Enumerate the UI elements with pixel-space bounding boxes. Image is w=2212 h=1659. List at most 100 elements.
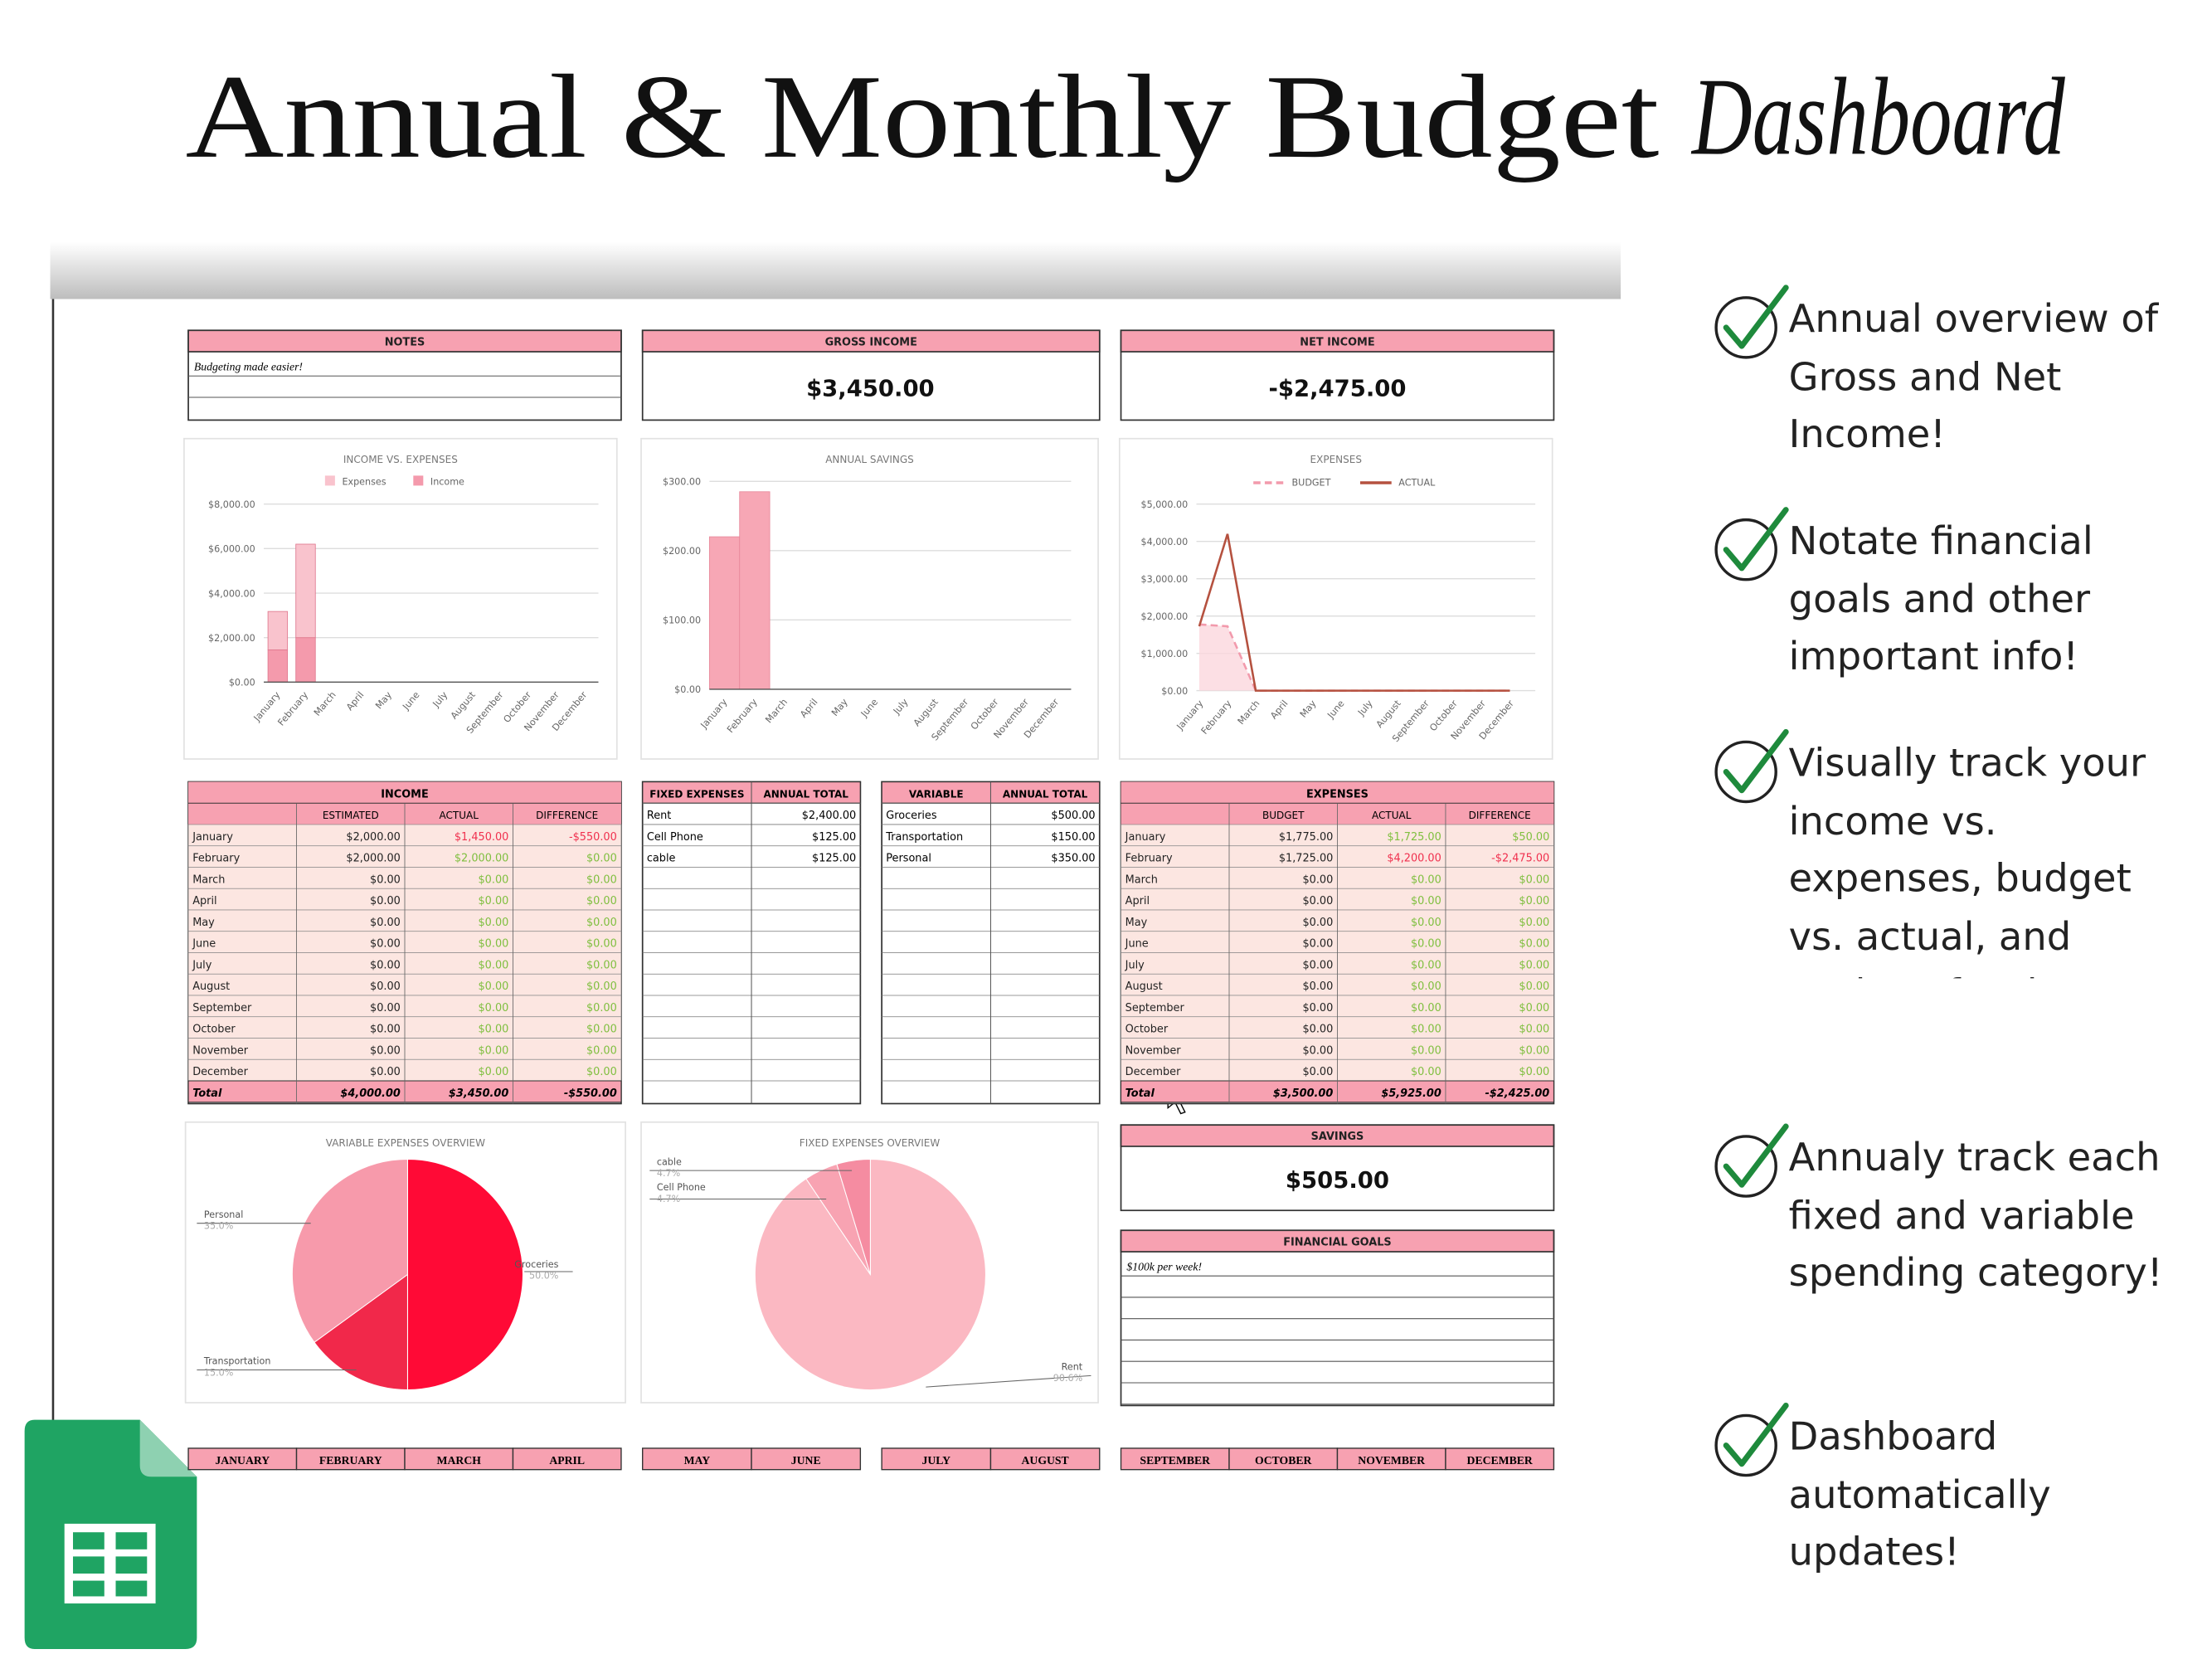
panel-header — [1120, 1124, 1555, 1147]
bar — [267, 611, 289, 650]
month-tab[interactable] — [1336, 1447, 1446, 1471]
feature-text: Dashboard automatically updates! — [1788, 1415, 2051, 1575]
table-cell: Groceries — [886, 810, 937, 822]
net-income-value: -$2,475.00 — [1268, 376, 1406, 401]
table-cell: $0.00 — [1302, 980, 1333, 993]
month-tab[interactable] — [1120, 1447, 1230, 1471]
pie-label: Rent — [1062, 1362, 1083, 1373]
pie-label: Cell Phone — [657, 1182, 706, 1193]
panel-title: SAVINGS — [1311, 1131, 1364, 1143]
table-cell: $0.00 — [1411, 1024, 1441, 1036]
table-cell: $0.00 — [1411, 895, 1441, 907]
column-header: ESTIMATED — [323, 810, 379, 821]
month-tab-label: APRIL — [549, 1454, 585, 1467]
column-header: ANNUAL TOTAL — [763, 788, 848, 800]
table-cell: $0.00 — [479, 1066, 509, 1078]
table-cell: $0.00 — [479, 873, 509, 886]
table-cell: April — [192, 895, 216, 907]
table-cell: $0.00 — [370, 873, 401, 886]
pie-slice — [291, 1158, 408, 1343]
chart-frame — [183, 437, 618, 760]
table-cell: $0.00 — [1302, 873, 1333, 886]
month-tab[interactable] — [1445, 1447, 1555, 1471]
table-cell: $0.00 — [1302, 1066, 1333, 1078]
icon-cell — [115, 1580, 148, 1597]
table-cell: $50.00 — [1512, 831, 1549, 844]
check-mark — [1723, 1402, 1789, 1467]
legend-label: ACTUAL — [1398, 477, 1436, 488]
month-tab[interactable] — [295, 1447, 406, 1471]
table-cell: September — [192, 1002, 252, 1014]
y-tick-label: $2,000.00 — [1141, 611, 1189, 622]
table-cell: $0.00 — [1519, 1024, 1549, 1036]
month-tab[interactable] — [881, 1447, 992, 1471]
table-cell: December — [192, 1066, 248, 1078]
table-cell: Transportation — [885, 831, 963, 844]
gross-income-value: $3,450.00 — [806, 376, 935, 401]
check-mark — [1723, 507, 1789, 572]
table-cell: Personal — [886, 853, 931, 865]
table-cell: $0.00 — [1302, 938, 1333, 951]
y-tick-label: $5,000.00 — [1141, 499, 1189, 510]
table-cell: $0.00 — [1411, 1002, 1441, 1014]
table-cell: $0.00 — [479, 980, 509, 993]
table-cell: -$550.00 — [569, 831, 617, 844]
table-cell: November — [1125, 1044, 1182, 1057]
table-cell: $0.00 — [1411, 980, 1441, 993]
chart-title: EXPENSES — [1310, 454, 1362, 465]
month-tab[interactable] — [751, 1447, 862, 1471]
table-cell: $350.00 — [1051, 853, 1095, 865]
table-cell: $0.00 — [370, 917, 401, 929]
bar — [708, 536, 741, 690]
column-header: VARIABLE — [909, 788, 964, 800]
legend-label: Expenses — [342, 477, 386, 488]
month-tab[interactable] — [404, 1447, 514, 1471]
table-cell: December — [1125, 1066, 1181, 1078]
table-cell: September — [1125, 1002, 1185, 1014]
pie-value-label: 4.7% — [657, 1168, 680, 1179]
table-cell: $0.00 — [479, 938, 509, 951]
table-cell: August — [192, 980, 230, 993]
panel-header — [1120, 329, 1555, 353]
table-cell: $0.00 — [1411, 938, 1441, 951]
table-cell: $1,725.00 — [1387, 831, 1441, 844]
month-tab[interactable] — [1228, 1447, 1339, 1471]
table-cell: November — [192, 1044, 249, 1057]
legend-swatch — [413, 475, 424, 486]
check-mark — [1723, 728, 1789, 794]
column-header: FIXED EXPENSES — [649, 788, 744, 800]
table-cell: $0.00 — [370, 895, 401, 907]
total-cell: -$2,425.00 — [1485, 1087, 1550, 1100]
y-tick-label: $0.00 — [229, 678, 255, 688]
y-tick-label: $1,000.00 — [1141, 649, 1189, 659]
panel — [1120, 1229, 1555, 1407]
table-cell: $0.00 — [479, 1002, 509, 1014]
table-cell: $0.00 — [1302, 895, 1333, 907]
table-cell: $0.00 — [586, 959, 617, 971]
table-cell: $0.00 — [1519, 917, 1549, 929]
month-tab[interactable] — [512, 1447, 622, 1471]
column-header: BUDGET — [1262, 810, 1305, 821]
month-tab[interactable] — [989, 1447, 1101, 1471]
table-cell: $0.00 — [586, 895, 617, 907]
total-cell: $4,000.00 — [340, 1087, 400, 1100]
panel-title: GROSS INCOME — [825, 336, 917, 348]
chart-title: ANNUAL SAVINGS — [825, 454, 914, 465]
check-circle — [1714, 518, 1777, 581]
month-tab[interactable] — [187, 1447, 298, 1471]
feature-box: Visually track your income vs. expenses,… — [1789, 742, 2146, 978]
feature-text: Notate financial goals and other importa… — [1788, 519, 2093, 679]
pie-value-label: 90.6% — [1053, 1373, 1082, 1384]
panel-title: FINANCIAL GOALS — [1283, 1236, 1391, 1248]
month-tab-label: OCTOBER — [1255, 1454, 1312, 1467]
y-tick-label: $6,000.00 — [208, 544, 255, 555]
table-cell: $0.00 — [370, 959, 401, 971]
total-cell: $5,925.00 — [1381, 1087, 1441, 1100]
y-tick-label: $300.00 — [663, 477, 701, 488]
pie-value-label: 35.0% — [204, 1221, 233, 1232]
feature-text: Annual overview of Gross and Net Income! — [1788, 297, 2159, 458]
table-cell: $0.00 — [1302, 1044, 1333, 1057]
table-cell: $0.00 — [586, 873, 617, 886]
area — [1198, 624, 1510, 691]
table-cell: $0.00 — [479, 959, 509, 971]
